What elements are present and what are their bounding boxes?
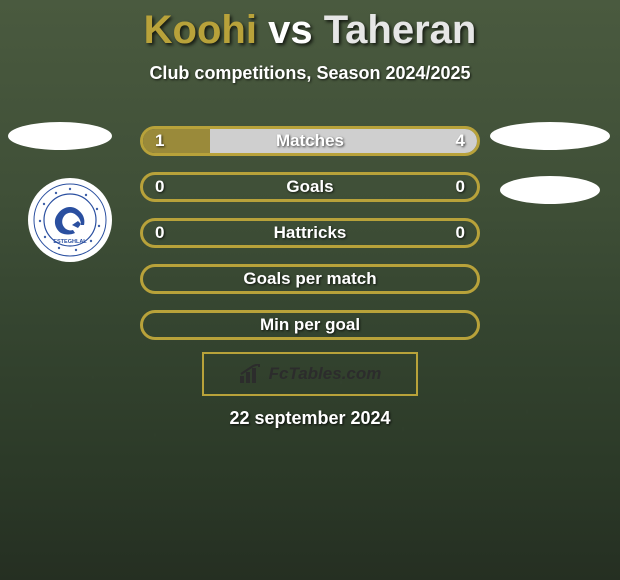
bar-label: Goals [143,175,477,199]
date-line: 22 september 2024 [0,408,620,429]
player-avatar-right [490,122,610,150]
svg-text:ESTEGHLAL: ESTEGHLAL [53,239,87,245]
bar-label: Min per goal [143,313,477,337]
subtitle: Club competitions, Season 2024/2025 [0,63,620,84]
bar-outer: 00Goals [140,172,480,202]
title-vs: vs [257,8,324,52]
player-avatar-right-2 [500,176,600,204]
player-avatar-left [8,122,112,150]
title-left: Koohi [144,8,257,52]
bar-outer: 14Matches [140,126,480,156]
badge-text: FcTables.com [269,364,382,384]
fctables-badge[interactable]: FcTables.com [202,352,418,396]
bar-label: Goals per match [143,267,477,291]
bar-outer: Goals per match [140,264,480,294]
title-right: Taheran [324,8,477,52]
bar-label: Hattricks [143,221,477,245]
chart-icon [239,364,263,384]
club-crest-icon: ESTEGHLAL [31,181,109,259]
club-logo-left: ESTEGHLAL [28,178,112,262]
stat-row-goals-per-match: Goals per match [0,264,620,310]
bar-label: Matches [143,129,477,153]
page-title: Koohi vs Taheran [0,8,620,53]
stat-row-min-per-goal: Min per goal [0,310,620,356]
bar-outer: Min per goal [140,310,480,340]
bar-outer: 00Hattricks [140,218,480,248]
